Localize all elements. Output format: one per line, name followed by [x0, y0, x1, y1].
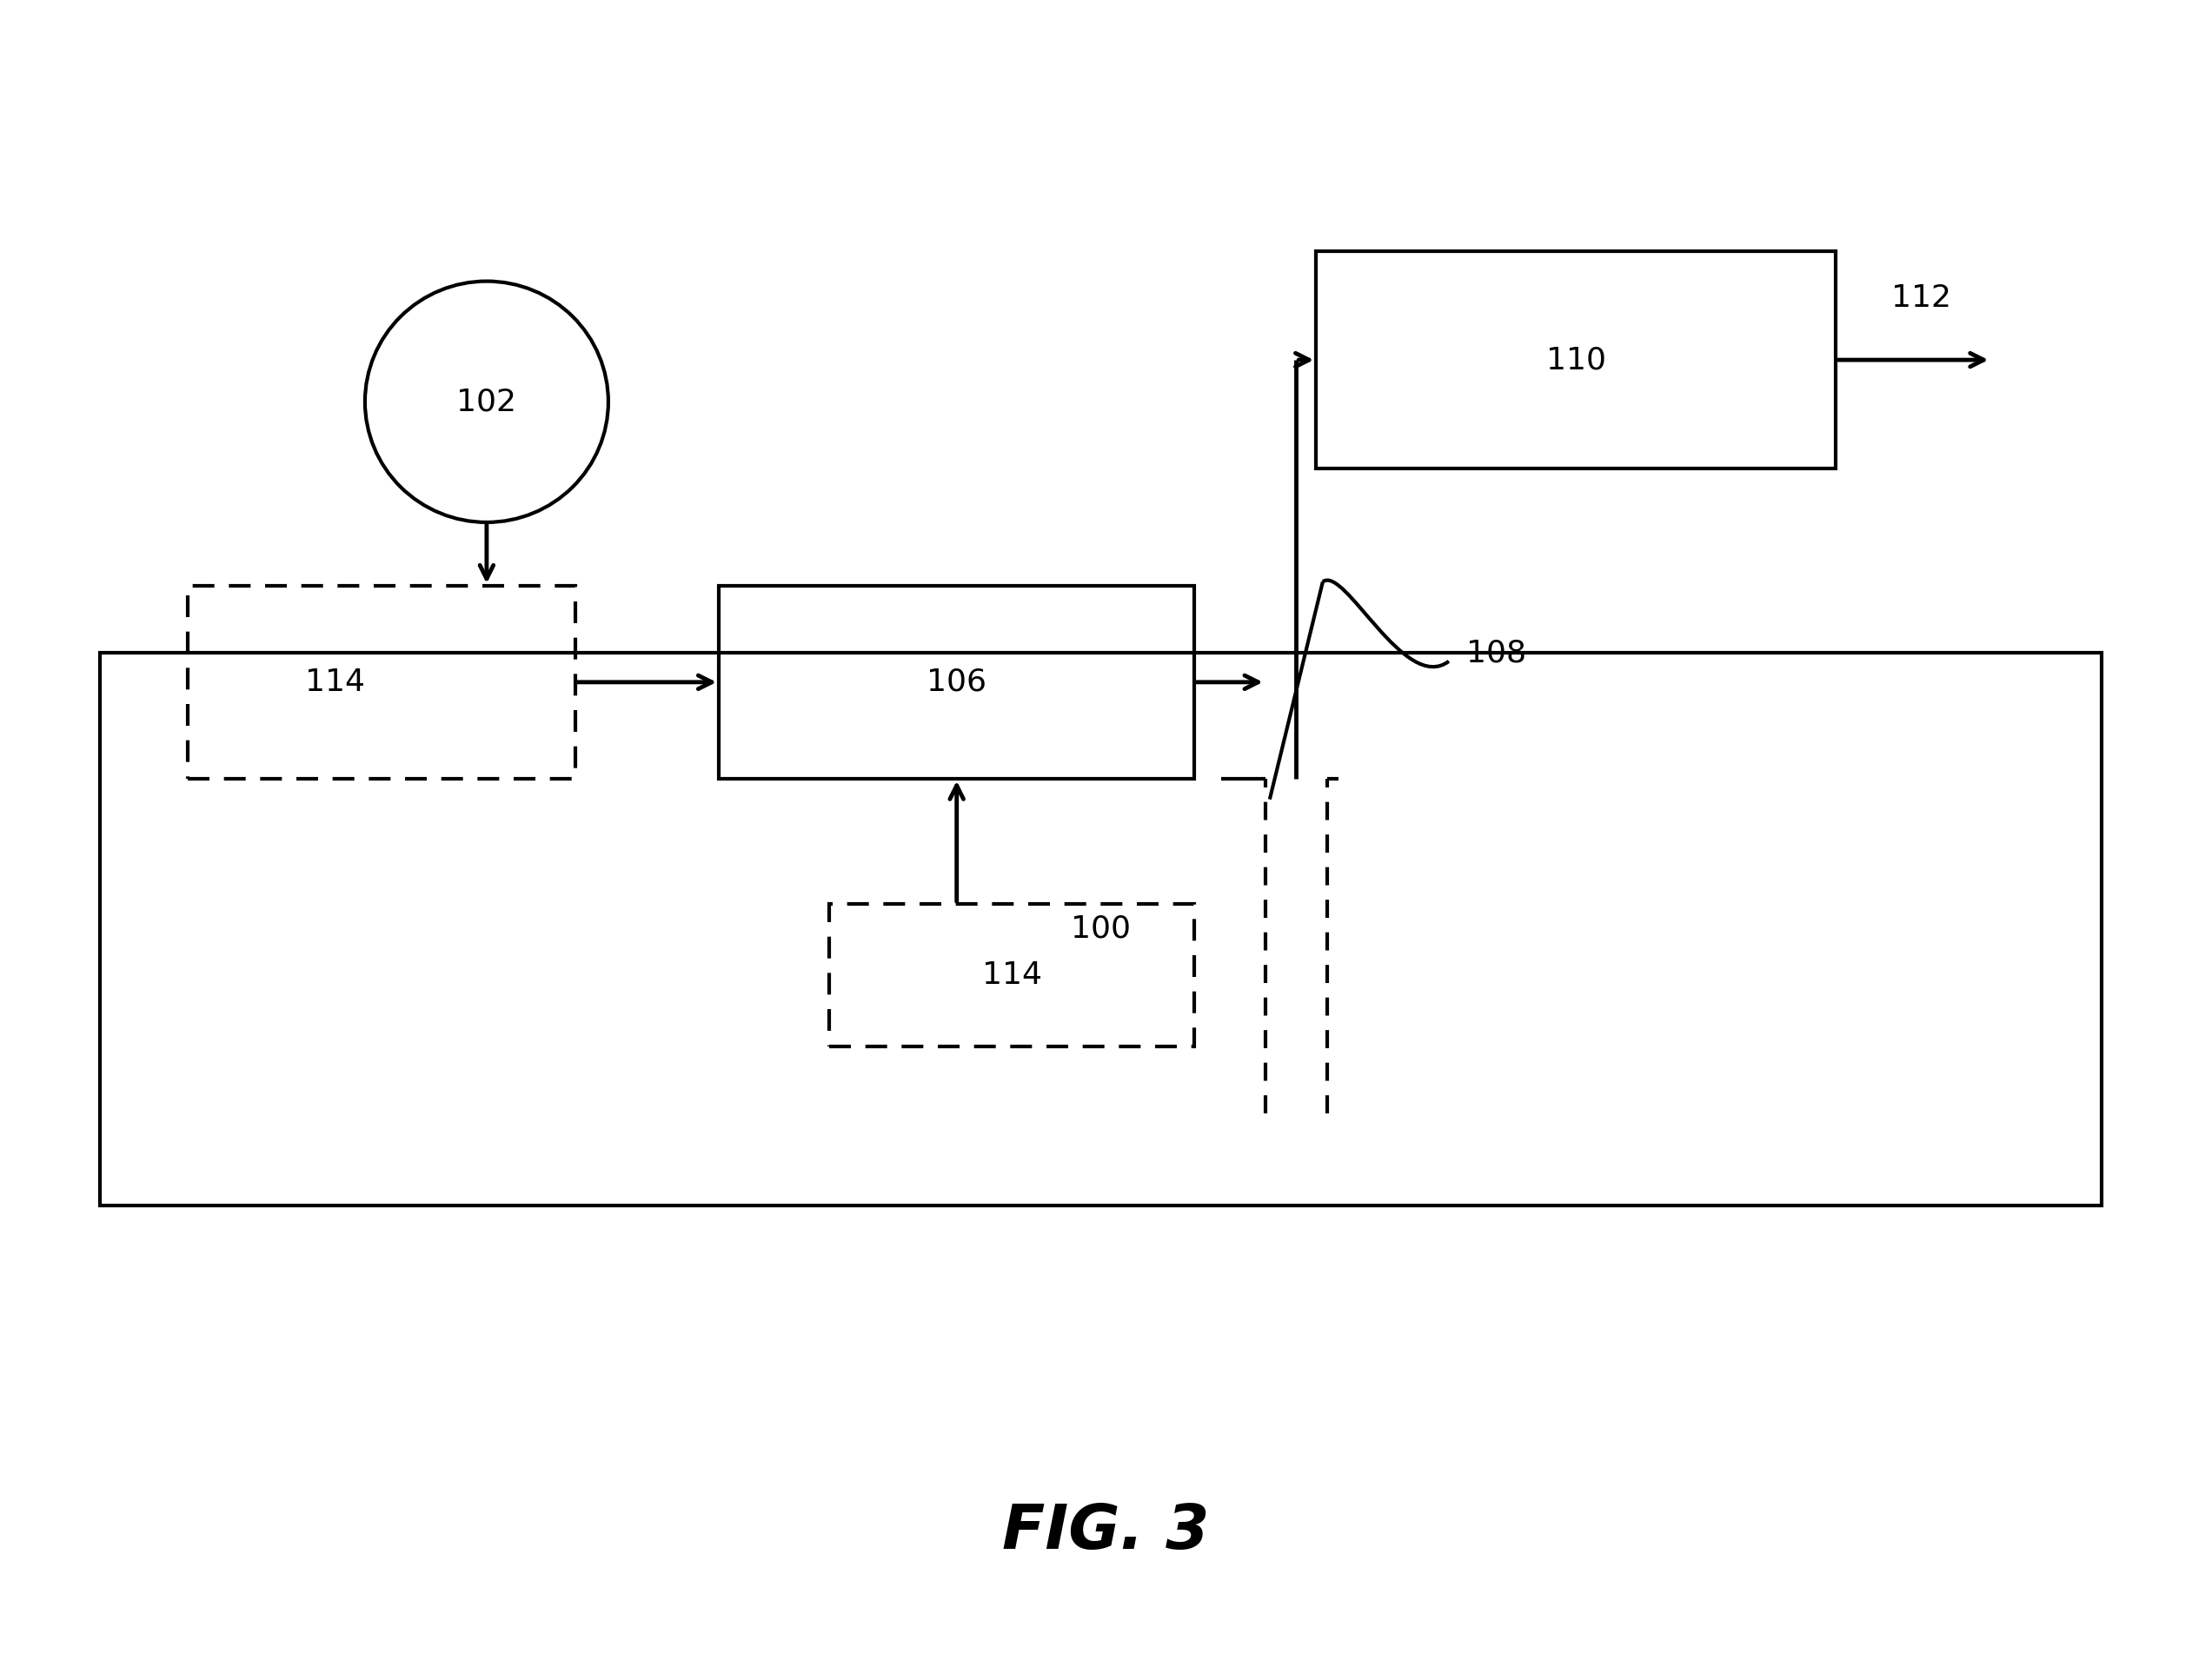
- Text: 114: 114: [305, 668, 365, 696]
- Text: 106: 106: [927, 668, 987, 696]
- Text: 100: 100: [1071, 914, 1130, 944]
- Text: 108: 108: [1467, 638, 1526, 668]
- Text: 112: 112: [1891, 283, 1951, 313]
- Text: 114: 114: [982, 961, 1042, 989]
- Text: FIG. 3: FIG. 3: [1002, 1502, 1210, 1562]
- Text: 102: 102: [456, 387, 518, 417]
- Text: 110: 110: [1546, 345, 1606, 375]
